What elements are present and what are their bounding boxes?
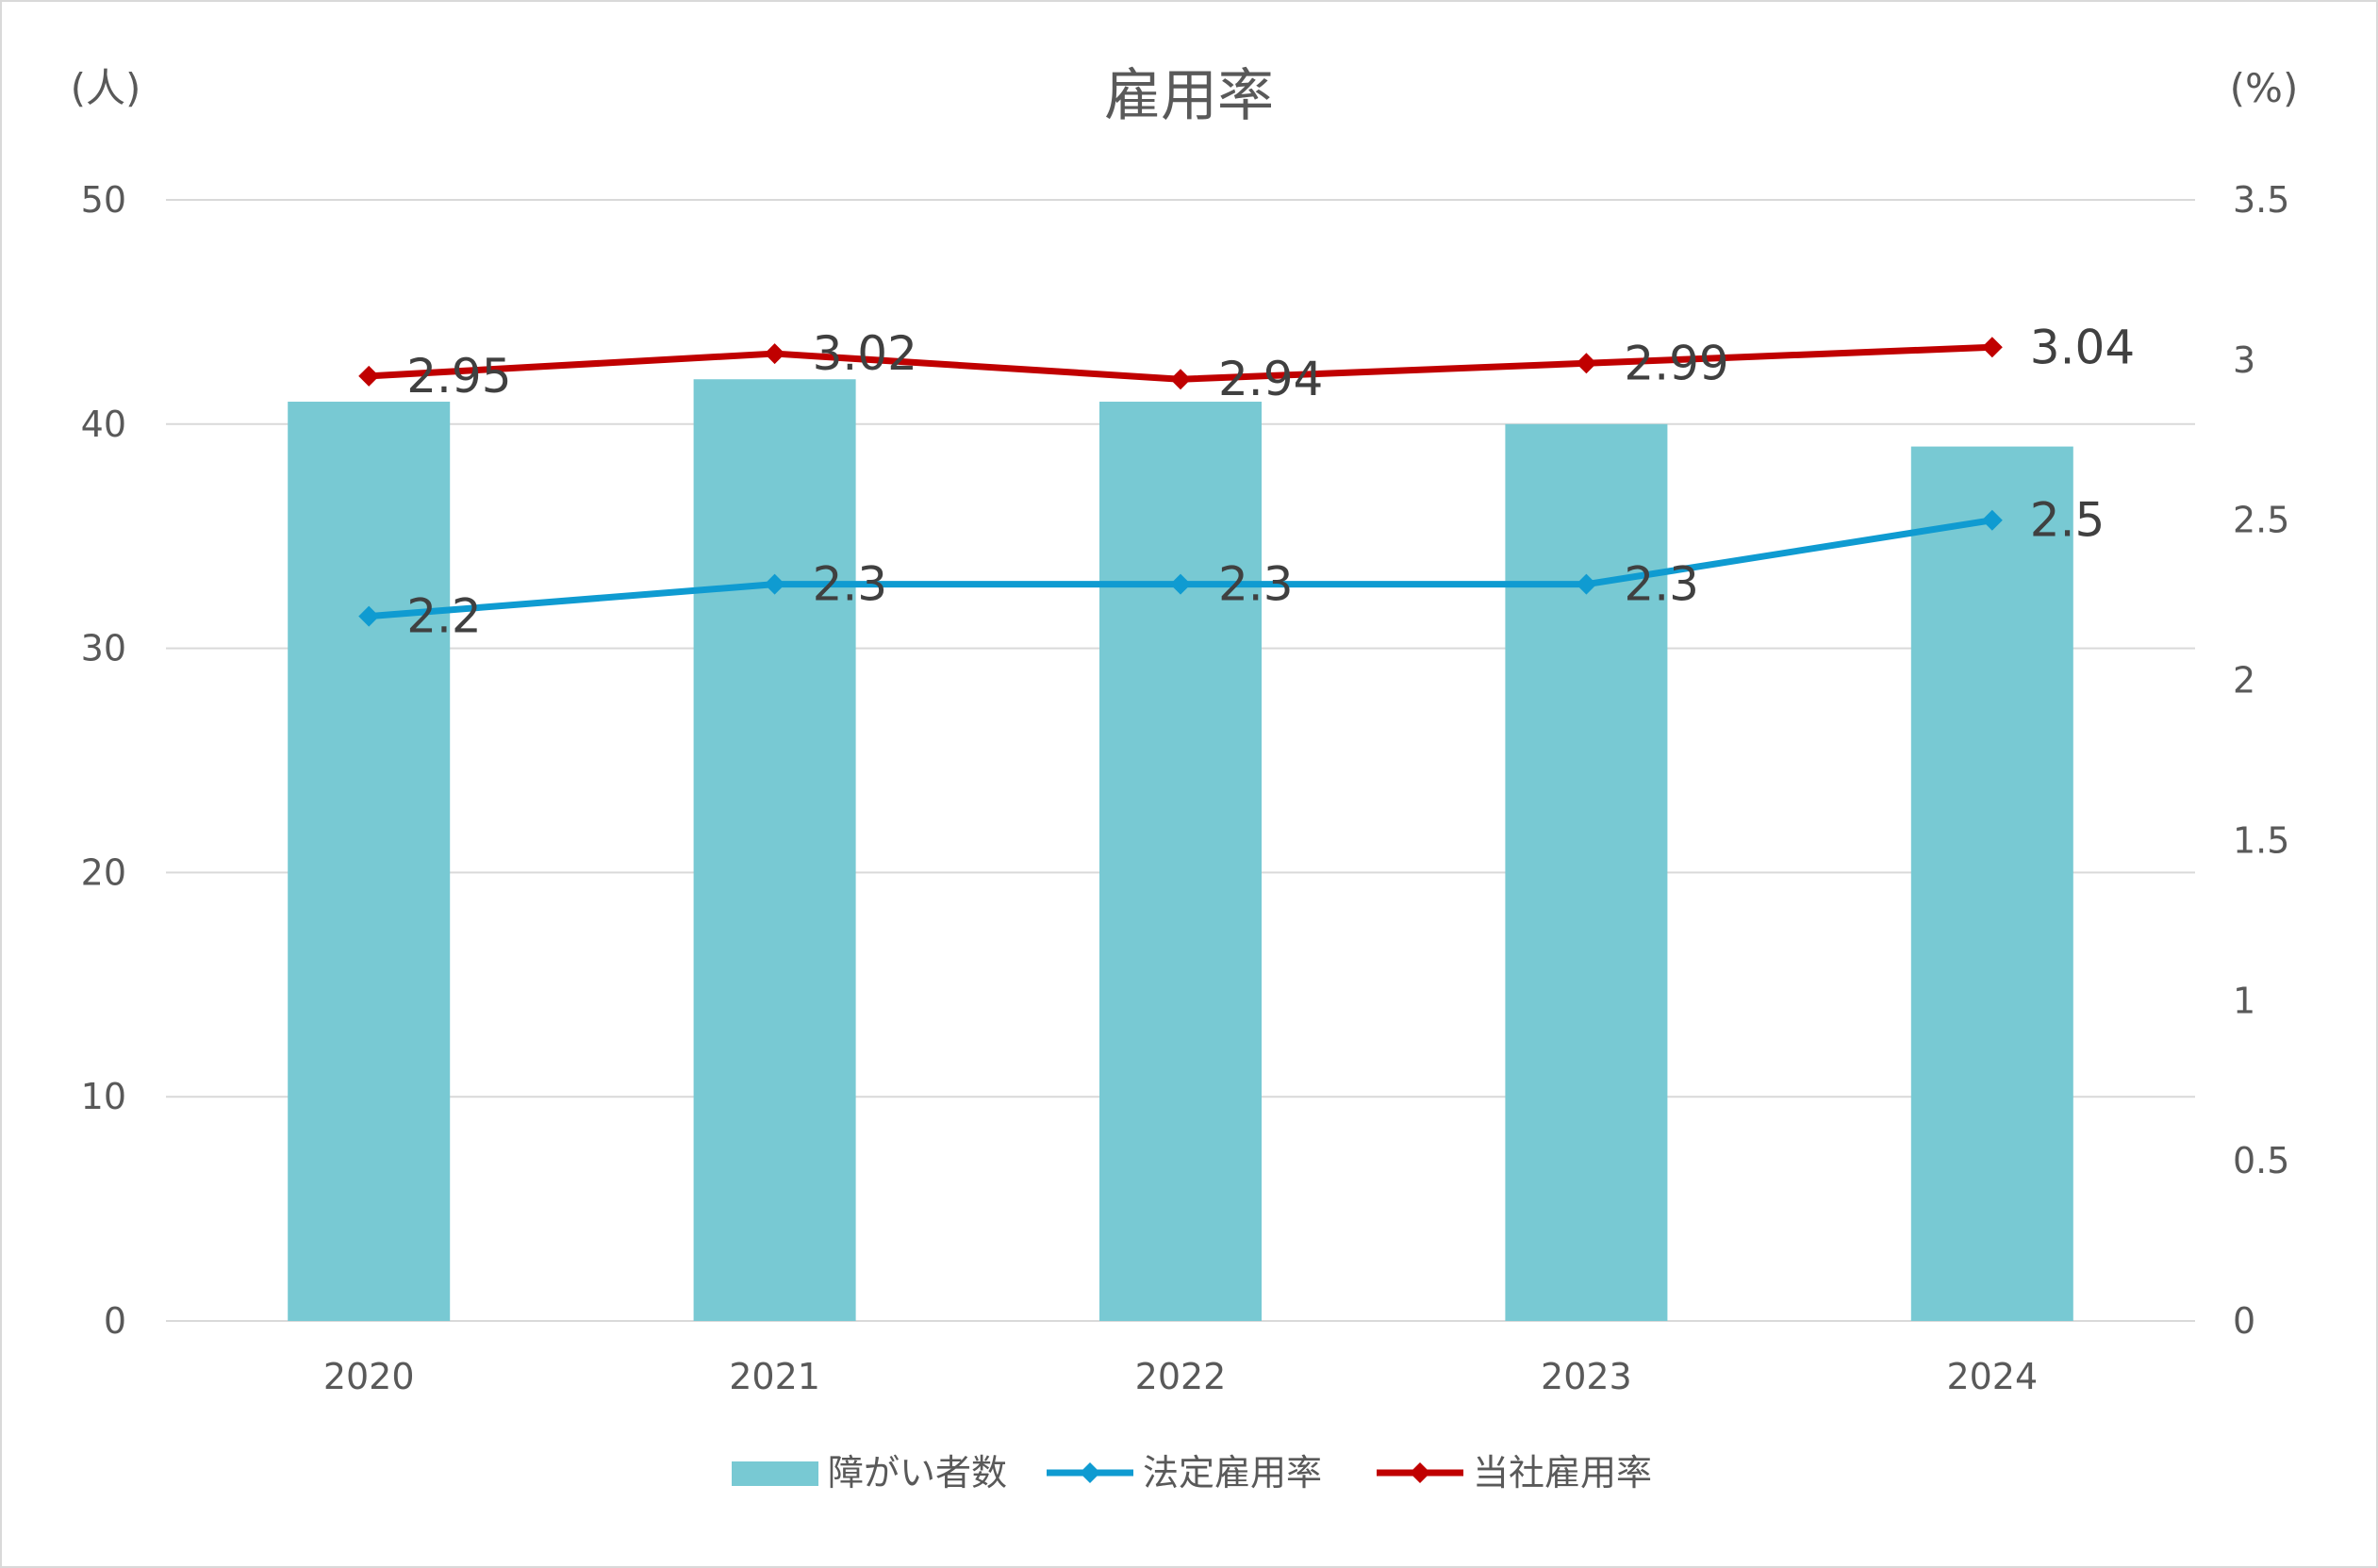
legend-marker <box>1080 1462 1100 1483</box>
legend-label: 当社雇用率 <box>1473 1452 1652 1494</box>
line-marker <box>1981 337 2003 358</box>
y-tick-label: 10 <box>81 1076 126 1117</box>
y2-tick-label: 2.5 <box>2233 500 2289 541</box>
bar <box>1099 402 1262 1321</box>
data-labels: 2.2 2.3 2.3 2.3 2.5 2.95 3.02 2.94 2.99 3.04 <box>406 320 2135 643</box>
data-label: 2.3 <box>1624 557 1699 612</box>
x-axis-ticks: 2020 2021 2022 2023 2024 <box>323 1356 2038 1397</box>
legend-label: 法定雇用率 <box>1143 1452 1322 1494</box>
right-axis-unit: (%) <box>2230 65 2299 111</box>
line-series <box>358 337 2003 627</box>
line-marker <box>764 573 785 595</box>
legend-label: 障がい者数 <box>828 1452 1007 1494</box>
bar <box>693 379 856 1321</box>
bar <box>1910 446 2073 1322</box>
right-axis-ticks: 0 0.5 1 1.5 2 2.5 3 3.5 <box>2233 179 2289 1342</box>
x-tick-label: 2023 <box>1541 1356 1632 1397</box>
data-label: 2.2 <box>406 589 482 644</box>
legend-marker <box>1410 1462 1430 1483</box>
legend: 障がい者数 法定雇用率 当社雇用率 <box>732 1452 1652 1494</box>
data-label: 2.99 <box>1624 336 1728 390</box>
y-tick-label: 0 <box>104 1300 126 1342</box>
chart-title: 雇用率 <box>1104 63 1274 129</box>
line-marker <box>764 343 785 365</box>
line-marker <box>1576 353 1597 374</box>
y2-tick-label: 0 <box>2233 1300 2255 1342</box>
bar <box>288 402 451 1321</box>
y-tick-label: 50 <box>81 179 126 221</box>
left-axis-ticks: 0 10 20 30 40 50 <box>81 179 126 1342</box>
y-tick-label: 20 <box>81 851 126 893</box>
y2-tick-label: 3.5 <box>2233 179 2289 221</box>
x-tick-label: 2022 <box>1135 1356 1227 1397</box>
y-tick-label: 30 <box>81 628 126 669</box>
y2-tick-label: 3 <box>2233 339 2255 381</box>
line-marker <box>1170 573 1191 595</box>
bar-series <box>288 379 2073 1322</box>
x-tick-label: 2024 <box>1946 1356 2038 1397</box>
legend-swatch <box>732 1461 818 1486</box>
line-marker <box>358 365 380 387</box>
y2-tick-label: 2 <box>2233 660 2255 701</box>
y2-tick-label: 1.5 <box>2233 819 2289 861</box>
data-label: 2.95 <box>406 349 511 404</box>
data-label: 3.02 <box>813 326 917 381</box>
y2-tick-label: 0.5 <box>2233 1140 2289 1181</box>
data-label: 2.3 <box>813 557 888 612</box>
x-tick-label: 2020 <box>323 1356 415 1397</box>
data-label: 2.3 <box>1218 557 1294 612</box>
line-marker <box>1981 509 2003 531</box>
line-marker <box>1576 573 1597 595</box>
left-axis-unit: (人) <box>71 65 141 111</box>
line-marker <box>358 605 380 627</box>
y-tick-label: 40 <box>81 404 126 445</box>
y2-tick-label: 1 <box>2233 980 2255 1021</box>
line-marker <box>1170 369 1191 390</box>
data-label: 2.94 <box>1218 352 1323 406</box>
x-tick-label: 2021 <box>729 1356 820 1397</box>
data-label: 2.5 <box>2030 493 2106 548</box>
data-label: 3.04 <box>2030 320 2135 374</box>
